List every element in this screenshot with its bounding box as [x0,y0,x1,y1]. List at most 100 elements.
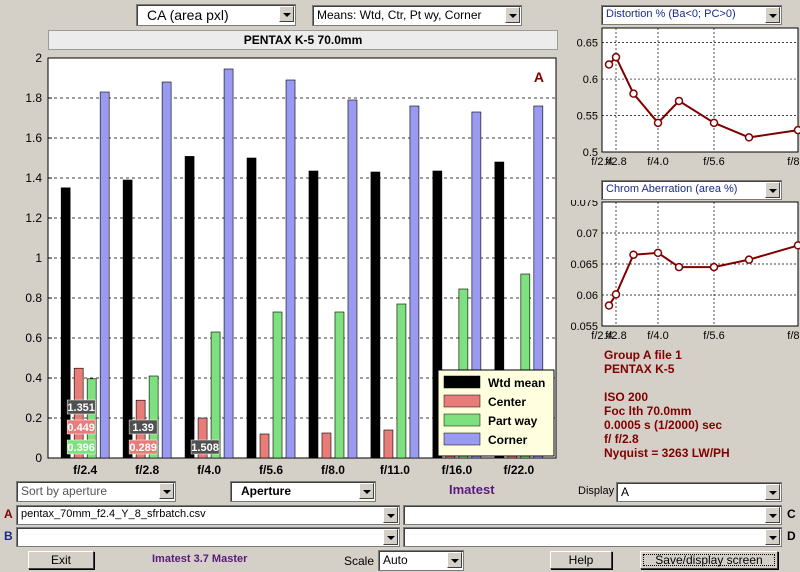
bar [99,91,110,459]
x-tick-label: f/5.6 [703,156,724,168]
x-tick-label: f/2.8 [605,330,626,342]
metric-select[interactable]: CA (area pxl) [136,4,296,26]
data-label: 1.508 [190,439,220,455]
y-tick-label: 1.8 [25,91,42,105]
legend-label: Wtd mean [488,376,545,390]
bar [246,157,257,459]
display-label: Display [578,485,615,497]
x-tick-label: f/2.8 [135,463,159,477]
info-nyquist: Nyquist = 3263 LW/PH [604,446,730,460]
bar [184,156,195,459]
file-a-value: pentax_70mm_f2.4_Y_8_sfrbatch.csv [21,508,206,520]
chevron-down-icon[interactable] [279,6,294,22]
chevron-down-icon[interactable] [765,7,780,23]
data-point [744,255,754,264]
data-point [653,248,663,258]
bar [494,161,505,459]
y-tick-label: 0.5 [583,147,598,159]
legend-swatch [443,413,481,427]
legend-swatch [443,394,481,408]
display-select[interactable]: A [616,482,782,502]
chevron-down-icon[interactable] [765,529,780,545]
bar [210,331,221,459]
distortion-select[interactable]: Distortion % (Ba<0; PC>0) [601,5,782,25]
data-label: 0.396 [66,439,96,455]
means-select[interactable]: Means: Wtd, Ctr, Pt wy, Corner [312,5,522,26]
bar [432,170,443,459]
data-label: 0.289 [128,439,158,455]
y-tick-label: 0.65 [577,38,598,50]
bar [383,429,394,459]
bar [520,273,531,459]
x-tick-label: f/4.0 [197,463,221,477]
data-point [629,250,638,259]
file-d-select[interactable] [403,527,782,547]
x-tick-label: f/8.0 [787,330,800,342]
file-c-select[interactable] [403,505,782,525]
data-point [674,96,684,106]
x-tick-label: f/8.0 [321,463,345,477]
data-label-text: 0.289 [129,442,157,454]
sort-select[interactable]: Sort by aperture [16,481,176,502]
legend-label: Corner [488,433,528,447]
y-tick-label: 0.055 [570,321,598,333]
distortion-chart: 0.5 0.55 0.6 0.65 f/2.4f/2.8 f/4.0 f/5.6 f/8.0 [577,27,800,168]
info-panel: Group A file 1 PENTAX K-5 ISO 200 Foc lt… [604,348,730,460]
chevron-down-icon[interactable] [159,483,174,499]
chevron-down-icon[interactable] [383,507,398,523]
exit-button[interactable]: Exit [28,551,94,569]
bar [533,105,544,459]
help-button[interactable]: Help [550,551,612,569]
means-select-value: Means: Wtd, Ctr, Pt wy, Corner [317,8,482,22]
save-display-screen-button[interactable]: Save/display screen [640,551,778,569]
series-line [608,244,799,307]
y-tick-label: 0.4 [25,371,42,385]
scale-select-value: Auto [383,553,408,567]
data-point [653,118,663,128]
distortion-select-value: Distortion % (Ba<0; PC>0) [606,8,736,20]
data-point [604,60,614,69]
chrom-aberration-select-value: Chrom Aberration (area %) [606,183,738,195]
info-exposure: 0.0005 s (1/2000) sec [604,418,723,432]
y-tick-label: 0.065 [570,259,598,271]
data-label: 1.351 [66,399,96,415]
info-iso: ISO 200 [604,390,649,404]
legend-swatch [443,432,481,446]
file-b-label: B [4,529,13,543]
aperture-select[interactable]: Aperture [230,481,376,502]
y-tick-label: 0 [35,451,42,465]
bar [148,375,159,459]
file-b-select[interactable] [16,527,400,547]
bar [334,311,345,459]
data-label-bg [128,419,158,435]
y-tick-label: 0.06 [577,290,598,302]
aperture-select-value: Aperture [241,484,292,498]
file-c-label: C [787,507,796,521]
bar [60,187,71,459]
file-d-label: D [787,529,796,543]
bar [308,170,319,459]
x-tick-label: f/2.4 [591,330,612,342]
chevron-down-icon[interactable] [765,507,780,523]
chevron-down-icon[interactable] [505,7,520,23]
y-tick-label: 0.6 [25,331,42,345]
scale-select[interactable]: Auto [378,550,464,571]
data-point [629,89,638,98]
imatest-label: Imatest [449,482,495,497]
x-tick-label: f/5.6 [703,330,724,342]
info-group: Group A file 1 [604,348,682,362]
y-tick-label: 0.8 [25,291,42,305]
data-point [709,262,719,272]
file-a-select[interactable]: pentax_70mm_f2.4_Y_8_sfrbatch.csv [16,505,400,525]
chrom-aberration-select[interactable]: Chrom Aberration (area %) [601,180,782,200]
info-focal-length: Foc lth 70.0mm [604,404,692,418]
scale-label: Scale [344,554,375,568]
file-a-label: A [4,507,13,521]
bar [321,432,332,459]
chevron-down-icon[interactable] [383,529,398,545]
chevron-down-icon[interactable] [765,484,780,500]
chevron-down-icon[interactable] [765,182,780,198]
chevron-down-icon[interactable] [359,483,374,499]
chevron-down-icon[interactable] [447,552,462,568]
y-tick-label: 0.6 [583,74,598,86]
